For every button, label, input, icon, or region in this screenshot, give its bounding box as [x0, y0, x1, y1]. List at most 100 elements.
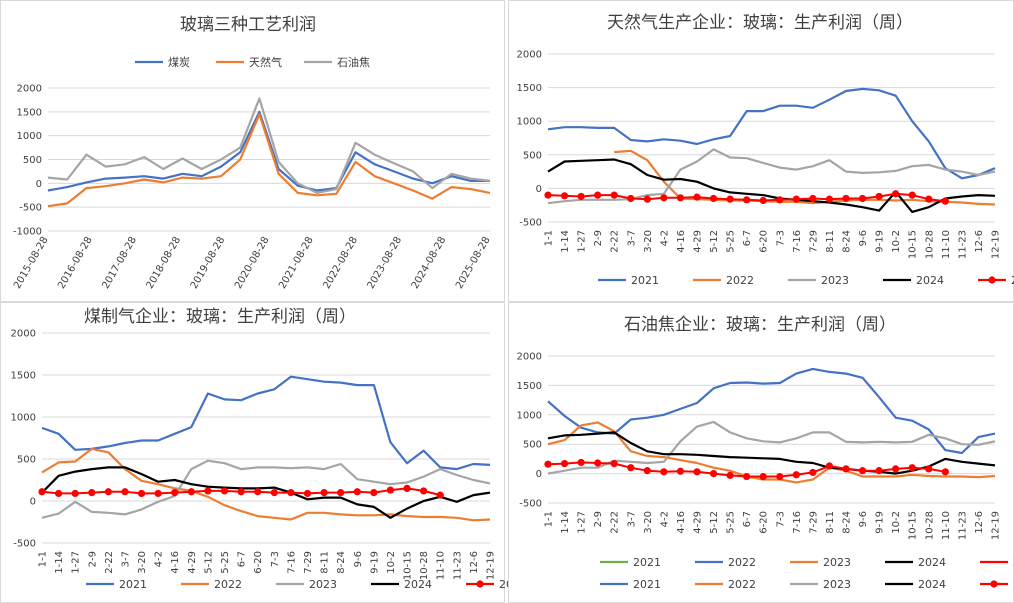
y-tick-label: 1500 [517, 381, 542, 392]
x-tick-label: 6-20 [253, 551, 264, 574]
x-tick-label: 2-22 [610, 230, 621, 253]
x-tick-label: 10-15 [403, 551, 414, 580]
data-point-2025 [237, 488, 245, 496]
y-tick-label: 1000 [517, 410, 542, 421]
y-tick-label: 2000 [517, 352, 542, 363]
data-point-2025 [610, 460, 618, 468]
chart-frame [508, 302, 1014, 603]
y-tick-label: 1500 [17, 107, 42, 118]
x-tick-label: 10-15 [908, 230, 919, 259]
x-tick-label: 12-6 [974, 230, 985, 253]
x-tick-label: 3-20 [643, 230, 654, 253]
x-tick-label: 9-19 [369, 551, 380, 574]
x-tick-label: 1-1 [544, 230, 555, 246]
data-point-2025 [577, 192, 585, 201]
legend-label: 2021 [633, 556, 661, 569]
x-tick-label: 9-6 [858, 511, 869, 527]
x-tick-label: 5-12 [709, 511, 720, 534]
y-tick-label: -1000 [13, 227, 42, 238]
data-point-2025 [892, 190, 900, 198]
data-point-2025 [693, 468, 701, 476]
y-tick-label: 2000 [517, 50, 542, 61]
x-tick-label: 11-23 [957, 230, 968, 259]
data-point-2025 [560, 192, 569, 200]
series-line-煤炭 [47, 110, 490, 192]
data-point-2025 [610, 191, 618, 199]
data-point-2025 [759, 196, 767, 205]
x-tick-label: 4-16 [170, 551, 181, 574]
x-tick-label: 6-20 [759, 511, 770, 534]
y-tick-label: 1500 [11, 371, 36, 382]
x-tick-label: 12-6 [974, 511, 985, 534]
data-point-2025 [436, 491, 444, 499]
legend-label: 2021 [633, 578, 661, 591]
y-tick-label: -500 [519, 218, 542, 229]
y-tick-label: 500 [17, 455, 36, 466]
legend-label: 石油焦 [337, 55, 370, 69]
data-point-2025 [544, 191, 552, 199]
legend-item: 2022 [695, 578, 756, 591]
data-point-2025 [825, 462, 834, 470]
legend-item: 2023 [276, 578, 337, 591]
data-point-2025 [676, 194, 685, 202]
data-point-2025 [121, 488, 129, 496]
y-tick-label: 2000 [11, 329, 36, 340]
legend-label: 2024 [404, 578, 432, 591]
legend-item: 石油焦 [304, 55, 370, 69]
series-line-2024 [547, 158, 996, 213]
y-tick-label: 500 [523, 150, 542, 161]
data-point-2025 [726, 195, 734, 203]
x-tick-label: 10-2 [891, 511, 902, 534]
x-tick-label: 7-16 [792, 230, 803, 253]
x-tick-label: 6-7 [237, 551, 248, 567]
x-tick-label: 10-28 [419, 551, 430, 580]
x-tick-label: 7-16 [286, 551, 297, 574]
x-tick-label: 5-25 [220, 551, 231, 574]
x-tick-label: 10-28 [924, 230, 935, 259]
x-tick-label: 11-23 [957, 511, 968, 540]
x-tick-label: 12-19 [991, 230, 1002, 259]
legend-item: 2023 [788, 274, 849, 287]
x-tick-label: 12-6 [469, 551, 480, 574]
x-tick-label: 5-12 [203, 551, 214, 574]
series-line-石油焦 [47, 97, 491, 194]
data-point-2025 [875, 192, 883, 201]
data-point-2025 [54, 489, 63, 498]
legend-item-secondary: 2021 [600, 556, 661, 569]
series-line-2021 [41, 375, 491, 471]
x-tick-label: 4-2 [154, 551, 165, 567]
legend-label: 2024 [918, 578, 946, 591]
x-tick-label: 7-3 [775, 511, 786, 527]
x-tick-label: 5-12 [709, 230, 720, 253]
series-line-2023 [547, 148, 996, 205]
data-point-2025 [577, 458, 585, 467]
x-tick-label: 2-9 [593, 511, 604, 527]
data-point-2025 [908, 464, 916, 472]
data-point-2025 [693, 193, 701, 201]
chart-title: 玻璃三种工艺利润 [180, 15, 316, 35]
x-tick-label: 6-7 [742, 511, 753, 527]
data-point-2025 [71, 489, 79, 498]
y-tick-label: 0 [36, 179, 42, 190]
legend-marker [476, 580, 484, 588]
legend-item: 2021 [598, 274, 659, 287]
data-point-2025 [370, 489, 378, 497]
x-tick-label: 11-10 [436, 551, 447, 580]
data-point-2025 [627, 464, 635, 472]
series-line-2022 [547, 421, 996, 484]
legend-label: 2022 [728, 578, 756, 591]
x-tick-label: 7-29 [303, 551, 314, 574]
x-tick-label: 12-19 [486, 551, 497, 580]
data-point-2025 [858, 194, 867, 203]
data-point-2025 [154, 489, 162, 498]
x-tick-label: 8-24 [842, 230, 853, 253]
data-point-2025 [104, 488, 112, 496]
data-point-2025 [726, 471, 734, 479]
x-tick-label: 3-20 [643, 511, 654, 534]
data-point-2025 [842, 194, 850, 203]
x-tick-label: 1-27 [71, 551, 82, 574]
x-tick-label: 8-24 [842, 511, 853, 534]
legend-item: 2022 [693, 274, 754, 287]
data-point-2025 [386, 486, 395, 494]
